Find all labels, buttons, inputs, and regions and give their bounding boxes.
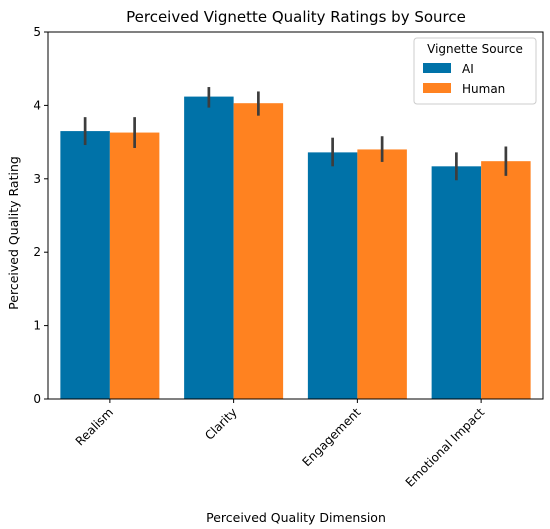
bar [431, 166, 482, 399]
y-axis-label: Perceived Quality Rating [6, 156, 21, 310]
plot-area: 0 1 2 3 4 5 Realism Clarity Engagement Emotional … [33, 25, 544, 490]
x-tick-label: Emotional Impact [403, 405, 488, 490]
legend-label: AI [462, 62, 474, 76]
legend-swatch [423, 83, 451, 93]
bar [307, 152, 358, 399]
bar [357, 149, 407, 399]
legend-label: Human [462, 82, 505, 96]
bar [109, 132, 160, 400]
y-tick-label: 2 [33, 245, 41, 259]
x-tick-label: Engagement [299, 405, 363, 469]
bar [233, 103, 284, 399]
legend: Vignette Source AI Human [413, 37, 537, 105]
chart-title: Perceived Vignette Quality Ratings by So… [126, 8, 466, 26]
y-tick-label: 5 [33, 25, 41, 39]
x-axis-label: Perceived Quality Dimension [206, 510, 386, 525]
x-tick-label: Clarity [202, 405, 240, 443]
y-tick-label: 3 [33, 172, 41, 186]
bar [481, 161, 531, 399]
legend-swatch [423, 63, 451, 73]
y-tick-label: 4 [33, 98, 41, 112]
x-tick-label: Realism [73, 405, 116, 448]
plot-frame [47, 31, 544, 400]
legend-title: Vignette Source [427, 42, 523, 56]
y-tick-label: 1 [33, 319, 41, 333]
bar [184, 96, 234, 399]
y-tick-label: 0 [33, 392, 41, 406]
bar [60, 131, 110, 399]
